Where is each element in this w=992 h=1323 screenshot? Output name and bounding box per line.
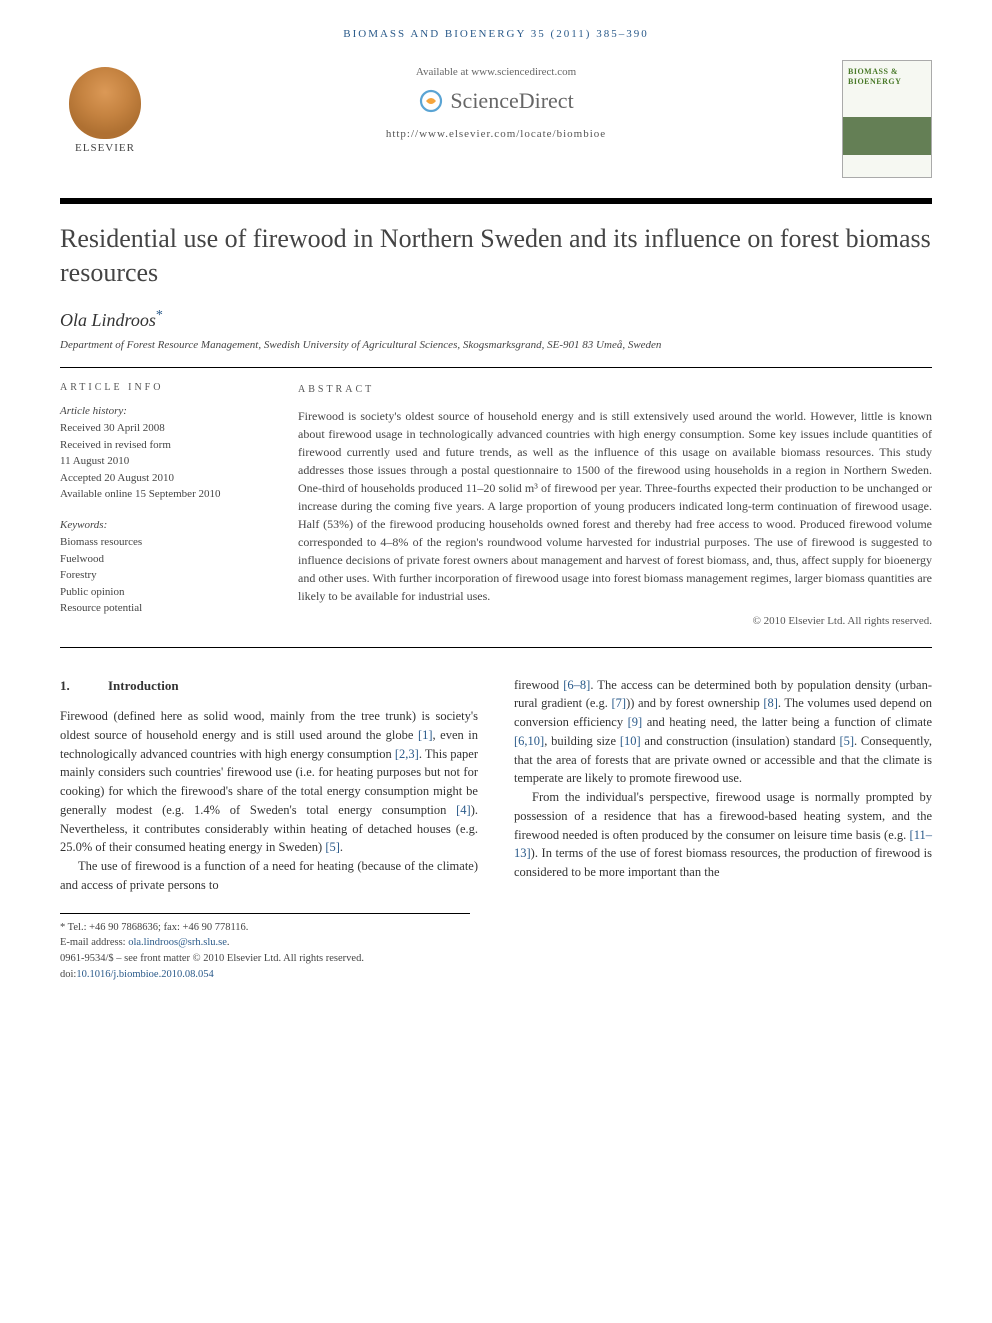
history-online: Available online 15 September 2010	[60, 486, 270, 503]
keyword-item: Resource potential	[60, 600, 270, 617]
body-text: and heating need, the latter being a fun…	[642, 715, 932, 729]
sciencedirect-label: ScienceDirect	[450, 88, 573, 114]
article-info-label: ARTICLE INFO	[60, 382, 270, 393]
running-header: BIOMASS AND BIOENERGY 35 (2011) 385–390	[60, 28, 932, 40]
body-paragraph: firewood [6–8]. The access can be determ…	[514, 676, 932, 789]
body-column-right: firewood [6–8]. The access can be determ…	[514, 676, 932, 895]
keyword-item: Fuelwood	[60, 551, 270, 568]
history-accepted: Accepted 20 August 2010	[60, 470, 270, 487]
citation-link[interactable]: [7]	[611, 696, 626, 710]
body-columns: 1.Introduction Firewood (defined here as…	[60, 676, 932, 895]
citation-link[interactable]: [6–8]	[563, 678, 590, 692]
body-text: ). In terms of the use of forest biomass…	[514, 846, 932, 879]
citation-link[interactable]: [8]	[763, 696, 778, 710]
keyword-item: Public opinion	[60, 584, 270, 601]
corresponding-author-note: * Tel.: +46 90 7868636; fax: +46 90 7781…	[60, 920, 470, 936]
keywords-block: Keywords: Biomass resources Fuelwood For…	[60, 517, 270, 617]
header-center: Available at www.sciencedirect.com Scien…	[166, 60, 826, 140]
article-info-column: ARTICLE INFO Article history: Received 3…	[60, 382, 270, 631]
footnotes: * Tel.: +46 90 7868636; fax: +46 90 7781…	[60, 913, 470, 983]
email-label: E-mail address:	[60, 937, 128, 948]
section-number: 1.	[60, 676, 108, 696]
doi-line: doi:10.1016/j.biombioe.2010.08.054	[60, 967, 470, 983]
journal-header: ELSEVIER Available at www.sciencedirect.…	[60, 60, 932, 204]
body-text: and construction (insulation) standard	[641, 734, 840, 748]
body-paragraph: Firewood (defined here as solid wood, ma…	[60, 707, 478, 857]
journal-cover-thumb: BIOMASS & BIOENERGY	[842, 60, 932, 178]
email-link[interactable]: ola.lindroos@srh.slu.se	[128, 937, 227, 948]
body-text: .	[340, 840, 343, 854]
available-at-line: Available at www.sciencedirect.com	[166, 66, 826, 78]
citation-link[interactable]: [9]	[628, 715, 643, 729]
body-text: The use of firewood is a function of a n…	[60, 859, 478, 892]
journal-url[interactable]: http://www.elsevier.com/locate/biombioe	[166, 128, 826, 140]
elsevier-wordmark: ELSEVIER	[75, 142, 135, 154]
cover-title-1: BIOMASS &	[848, 67, 926, 77]
abstract-column: ABSTRACT Firewood is society's oldest so…	[298, 382, 932, 631]
info-abstract-region: ARTICLE INFO Article history: Received 3…	[60, 382, 932, 648]
elsevier-logo: ELSEVIER	[60, 60, 150, 160]
citation-link[interactable]: [2,3]	[395, 747, 419, 761]
article-history: Article history: Received 30 April 2008 …	[60, 403, 270, 503]
doi-label: doi:	[60, 969, 76, 980]
corresponding-marker: *	[156, 308, 163, 323]
body-text: )) and by forest ownership	[626, 696, 763, 710]
body-text: Firewood (defined here as solid wood, ma…	[60, 709, 478, 742]
abstract-copyright: © 2010 Elsevier Ltd. All rights reserved…	[298, 613, 932, 630]
history-revised-b: 11 August 2010	[60, 453, 270, 470]
abstract-label: ABSTRACT	[298, 382, 932, 397]
history-received: Received 30 April 2008	[60, 420, 270, 437]
body-text: , building size	[544, 734, 620, 748]
email-line: E-mail address: ola.lindroos@srh.slu.se.	[60, 935, 470, 951]
citation-link[interactable]: [6,10]	[514, 734, 544, 748]
keyword-item: Biomass resources	[60, 534, 270, 551]
abstract-text: Firewood is society's oldest source of h…	[298, 407, 932, 605]
history-revised-a: Received in revised form	[60, 437, 270, 454]
cover-stripe	[843, 117, 931, 155]
citation-link[interactable]: [4]	[456, 803, 471, 817]
cover-title-2: BIOENERGY	[848, 77, 926, 87]
sciencedirect-logo: ScienceDirect	[418, 88, 573, 114]
body-text: From the individual's perspective, firew…	[514, 790, 932, 842]
section-heading-1: 1.Introduction	[60, 676, 478, 696]
citation-link[interactable]: [5]	[839, 734, 854, 748]
citation-link[interactable]: [10]	[620, 734, 641, 748]
keywords-heading: Keywords:	[60, 517, 270, 534]
citation-link[interactable]: [1]	[418, 728, 433, 742]
doi-link[interactable]: 10.1016/j.biombioe.2010.08.054	[76, 969, 213, 980]
author-text: Ola Lindroos	[60, 310, 156, 330]
article-title: Residential use of firewood in Northern …	[60, 222, 932, 290]
body-paragraph: From the individual's perspective, firew…	[514, 788, 932, 882]
history-heading: Article history:	[60, 403, 270, 420]
sciencedirect-icon	[418, 88, 444, 114]
keywords-list: Biomass resources Fuelwood Forestry Publ…	[60, 534, 270, 617]
section-title: Introduction	[108, 678, 179, 693]
body-paragraph: The use of firewood is a function of a n…	[60, 857, 478, 895]
affiliation: Department of Forest Resource Management…	[60, 339, 932, 368]
body-column-left: 1.Introduction Firewood (defined here as…	[60, 676, 478, 895]
citation-link[interactable]: [5]	[325, 840, 340, 854]
keyword-item: Forestry	[60, 567, 270, 584]
author-name: Ola Lindroos*	[60, 308, 932, 331]
elsevier-tree-icon	[69, 67, 141, 139]
front-matter-copyright: 0961-9534/$ – see front matter © 2010 El…	[60, 951, 470, 967]
body-text: firewood	[514, 678, 563, 692]
